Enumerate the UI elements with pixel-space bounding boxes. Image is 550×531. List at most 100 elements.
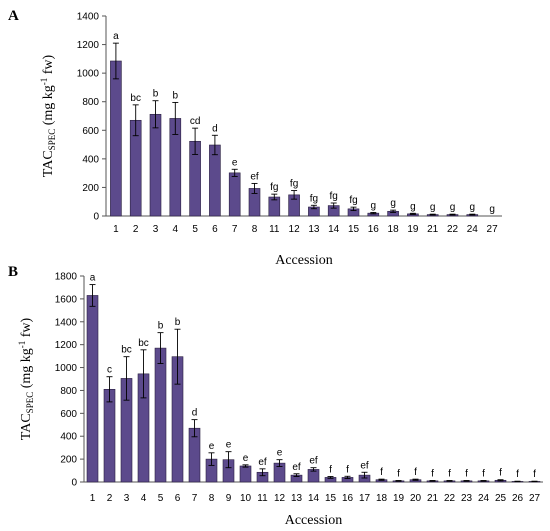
significance-letter: e (226, 440, 232, 451)
significance-letter: f (516, 469, 519, 480)
y-tick-label: 400 (60, 432, 77, 443)
x-tick-label: 4 (173, 224, 179, 235)
y-tick-label: 200 (82, 183, 99, 194)
x-tick-label: 21 (427, 493, 439, 504)
x-tick-label: 6 (212, 224, 218, 235)
significance-letter: b (153, 89, 159, 100)
significance-letter: ef (292, 462, 301, 473)
x-tick-label: 14 (308, 493, 320, 504)
chart-panel-a: A 0 200 400 600 800 1000 1200 1400 a 1 bc 2 b 3 b 4 cd 5 d 6… (8, 8, 502, 268)
x-tick-label: 2 (107, 493, 113, 504)
x-tick-label: 23 (461, 493, 473, 504)
chart-panel-b: B 0 200 400 600 800 1000 1200 1400 1600 1800 a 1 c 2 bc… (8, 264, 543, 528)
x-tick-label: 1 (90, 493, 96, 504)
significance-letter: e (243, 453, 249, 464)
x-tick-label: 3 (124, 493, 130, 504)
significance-letter: fg (290, 179, 298, 190)
y-tick-label: 600 (82, 126, 99, 137)
significance-letter: fg (330, 191, 338, 202)
significance-letter: fg (270, 182, 278, 193)
x-tick-label: 12 (289, 224, 301, 235)
bar (228, 172, 241, 217)
y-tick-label: 1800 (55, 272, 78, 283)
y-tick-label: 200 (60, 455, 77, 466)
y-tick-label: 1000 (55, 363, 78, 374)
x-tick-label: 16 (342, 493, 354, 504)
x-tick-label: 27 (529, 493, 541, 504)
significance-letter: bc (130, 93, 141, 104)
significance-letter: e (209, 441, 215, 452)
x-tick-label: 22 (447, 224, 459, 235)
x-tick-label: 24 (467, 224, 479, 235)
significance-letter: f (431, 469, 434, 480)
y-tick-label: 0 (71, 478, 77, 489)
x-tick-label: 19 (393, 493, 405, 504)
x-tick-label: 20 (410, 493, 422, 504)
significance-letter: f (499, 468, 502, 479)
x-tick-label: 10 (240, 493, 252, 504)
x-tick-label: 16 (368, 224, 380, 235)
y-title-tail: fw) (41, 54, 56, 77)
significance-letter: f (448, 469, 451, 480)
x-tick-label: 26 (512, 493, 524, 504)
significance-letter: cd (190, 116, 201, 127)
significance-letter: b (175, 317, 181, 328)
significance-letter: g (371, 200, 377, 211)
significance-letter: a (90, 273, 96, 284)
significance-letter: g (410, 201, 416, 212)
significance-letter: d (212, 123, 218, 134)
x-tick-label: 11 (257, 493, 268, 504)
bar (209, 144, 221, 217)
y-tick-label: 1400 (77, 12, 100, 23)
y-tick-label: 600 (60, 409, 77, 420)
significance-letter: e (277, 448, 283, 459)
y-title-unit: (mg kg (19, 348, 34, 392)
y-axis-title: TACSPEC (mg kg-1 fw) (39, 54, 57, 177)
x-tick-label: 18 (388, 224, 400, 235)
significance-letter: fg (310, 193, 318, 204)
x-tick-label: 2 (133, 224, 139, 235)
y-tick-label: 0 (93, 212, 99, 223)
significance-letter: g (470, 202, 476, 213)
x-tick-label: 15 (325, 493, 337, 504)
significance-letter: f (414, 467, 417, 478)
bar (239, 465, 252, 483)
significance-letter: b (173, 90, 179, 101)
y-title-main: TAC (19, 413, 34, 440)
significance-letter: bc (138, 338, 149, 349)
significance-letter: ef (309, 456, 318, 467)
bar (103, 388, 116, 483)
x-axis-title: Accession (275, 253, 333, 268)
x-tick-label: 5 (192, 224, 198, 235)
y-tick-label: 800 (82, 97, 99, 108)
y-title-superscript: -1 (17, 341, 27, 349)
significance-letter: g (489, 204, 495, 215)
y-tick-label: 1000 (77, 69, 100, 80)
x-tick-label: 3 (153, 224, 159, 235)
x-tick-label: 27 (487, 224, 499, 235)
y-tick-label: 800 (60, 386, 77, 397)
y-tick-label: 1600 (55, 294, 78, 305)
x-tick-label: 7 (192, 493, 198, 504)
bar (149, 113, 162, 217)
x-tick-label: 14 (328, 224, 340, 235)
x-tick-label: 22 (444, 493, 456, 504)
x-tick-label: 15 (348, 224, 360, 235)
x-tick-label: 4 (141, 493, 147, 504)
x-tick-label: 24 (478, 493, 490, 504)
significance-letter: bc (121, 345, 132, 356)
significance-letter: f (482, 469, 485, 480)
x-axis-title: Accession (285, 513, 343, 528)
x-tick-label: 12 (274, 493, 286, 504)
panel-letter: A (8, 8, 19, 24)
x-tick-label: 19 (407, 224, 419, 235)
significance-letter: ef (258, 457, 267, 468)
significance-letter: e (232, 157, 238, 168)
significance-letter: c (107, 365, 112, 376)
x-tick-label: 8 (252, 224, 258, 235)
y-title-superscript: -1 (39, 78, 49, 86)
x-tick-label: 25 (495, 493, 507, 504)
x-tick-label: 8 (209, 493, 215, 504)
y-tick-label: 1200 (55, 340, 78, 351)
significance-letter: f (329, 465, 332, 476)
